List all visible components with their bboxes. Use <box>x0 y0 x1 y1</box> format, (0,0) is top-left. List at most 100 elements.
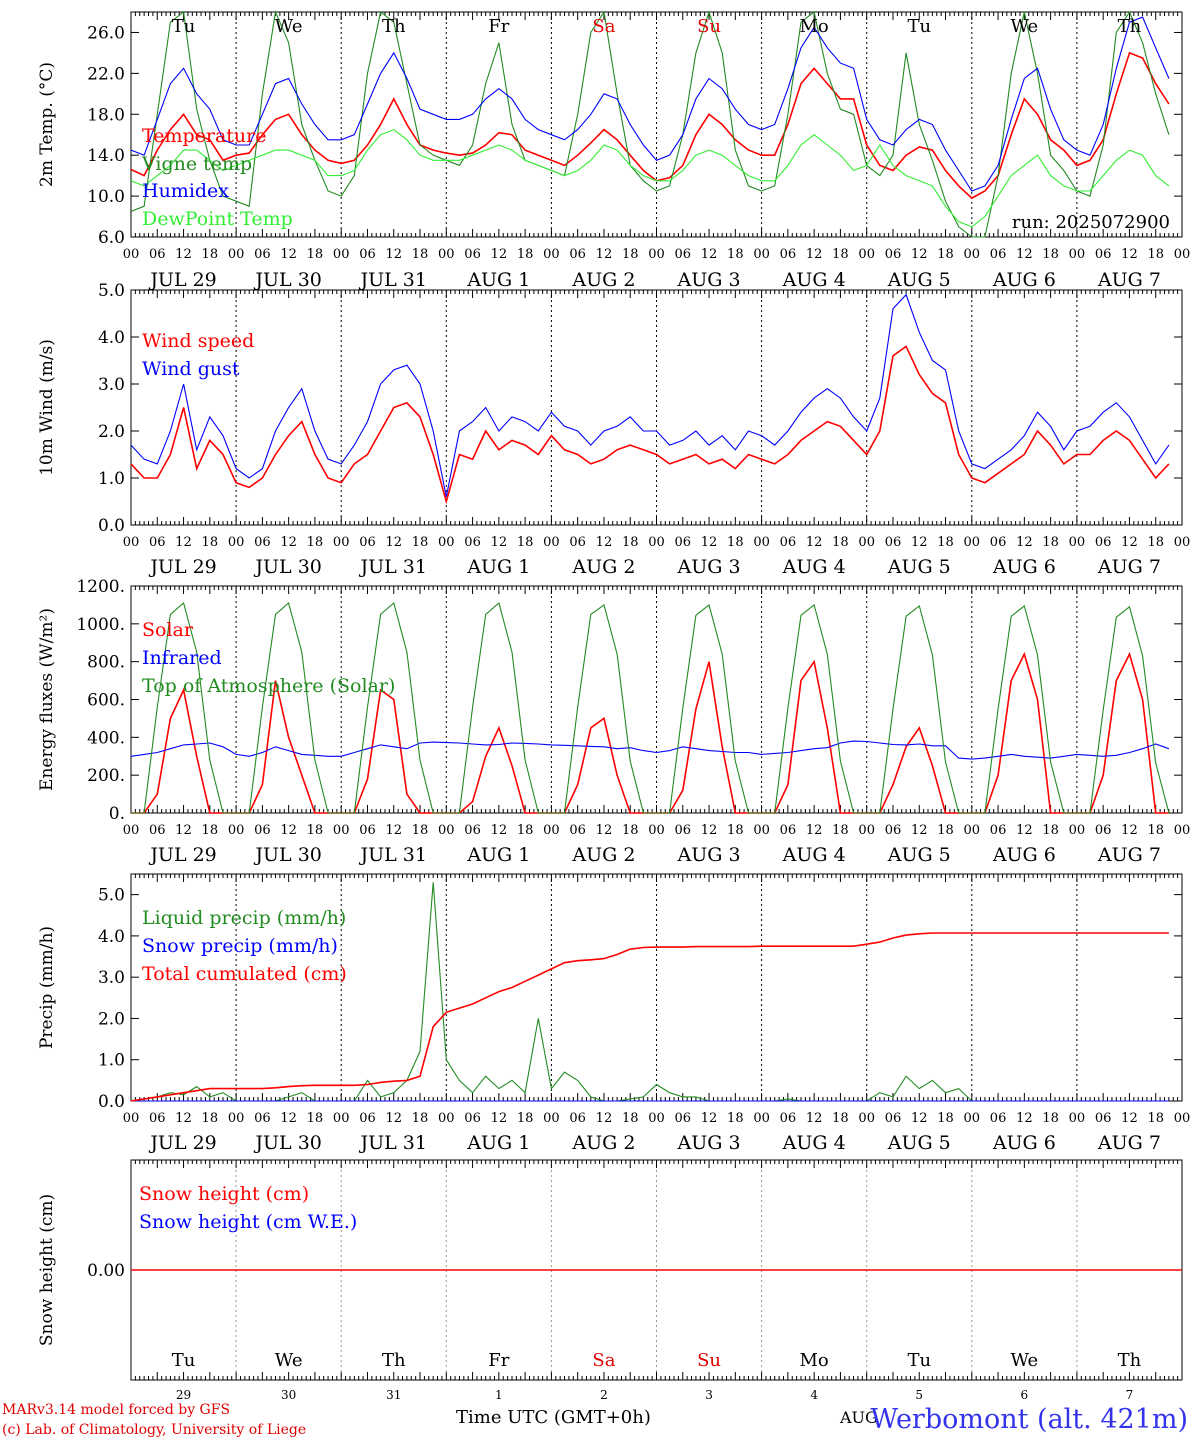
date-label: AUG 7 <box>1097 269 1161 291</box>
hour-tick-label: 00 <box>333 247 350 262</box>
series-line-temperature <box>130 51 1170 200</box>
hour-tick-label: 00 <box>753 247 770 262</box>
hour-tick-label: 18 <box>1147 535 1164 550</box>
weekday-label: Th <box>382 16 406 37</box>
date-label: AUG 4 <box>782 556 846 578</box>
hour-tick-label: 18 <box>937 1111 954 1126</box>
hour-tick-label: 06 <box>990 823 1007 838</box>
hour-tick-label: 00 <box>228 535 245 550</box>
hour-tick-label: 06 <box>149 535 166 550</box>
legend-entry: Snow height (cm) <box>139 1183 309 1205</box>
hour-tick-label: 18 <box>412 823 429 838</box>
hour-tick-label: 18 <box>202 247 219 262</box>
hour-tick-label: 18 <box>202 1111 219 1126</box>
legend-entry: Top of Atmosphere (Solar) <box>142 675 395 697</box>
y-tick-label: 0. <box>109 804 125 824</box>
hour-tick-label: 18 <box>517 823 534 838</box>
date-label: AUG 2 <box>571 269 635 291</box>
y-axis-label: Snow height (cm) <box>37 1194 57 1346</box>
hour-tick-label: 18 <box>622 535 639 550</box>
hour-tick-label: 06 <box>1095 1111 1112 1126</box>
hour-tick-label: 06 <box>359 535 376 550</box>
hour-tick-label: 18 <box>412 1111 429 1126</box>
hour-tick-label: 00 <box>1174 247 1191 262</box>
hour-tick-label: 06 <box>149 1111 166 1126</box>
hour-tick-label: 00 <box>858 535 875 550</box>
date-label: JUL 31 <box>359 556 427 578</box>
date-label: AUG 7 <box>1097 556 1161 578</box>
hour-tick-label: 12 <box>806 823 823 838</box>
hour-tick-label: 12 <box>1121 1111 1138 1126</box>
hour-tick-label: 12 <box>596 535 613 550</box>
weekday-label: Sa <box>592 16 615 37</box>
series-line-wind-speed <box>130 345 1170 505</box>
date-label: JUL 30 <box>253 844 321 866</box>
y-tick-label: 3.0 <box>98 375 125 395</box>
hour-tick-label: 00 <box>543 823 560 838</box>
date-label: AUG 7 <box>1097 1132 1161 1154</box>
weekday-label: We <box>275 1350 303 1371</box>
hour-tick-label: 12 <box>491 247 508 262</box>
hour-tick-label: 06 <box>990 535 1007 550</box>
legend-entry: Temperature <box>142 125 266 147</box>
day-number-label: 3 <box>705 1388 713 1402</box>
hour-tick-label: 00 <box>123 535 140 550</box>
y-tick-label: 10.0 <box>87 187 125 207</box>
hour-tick-label: 12 <box>911 1111 928 1126</box>
hour-tick-label: 00 <box>333 823 350 838</box>
legend-entry: Snow precip (mm/h) <box>142 935 338 957</box>
hour-tick-label: 06 <box>885 535 902 550</box>
hour-tick-label: 00 <box>1069 247 1086 262</box>
weekday-label: Fr <box>488 1350 509 1371</box>
hour-tick-label: 06 <box>675 823 692 838</box>
hour-tick-label: 06 <box>780 823 797 838</box>
hour-tick-label: 00 <box>753 1111 770 1126</box>
hour-tick-label: 12 <box>385 247 402 262</box>
hour-tick-label: 00 <box>333 535 350 550</box>
y-tick-label: 26.0 <box>87 23 125 43</box>
date-label: AUG 1 <box>466 1132 530 1154</box>
legend-entry: Total cumulated (cm) <box>142 963 347 985</box>
hour-tick-label: 00 <box>543 535 560 550</box>
y-axis-label: 2m Temp. (°C) <box>37 62 57 187</box>
y-tick-label: 400. <box>87 728 125 748</box>
date-label: JUL 29 <box>148 844 216 866</box>
hour-tick-label: 12 <box>280 823 297 838</box>
hour-tick-label: 12 <box>280 1111 297 1126</box>
hour-tick-label: 18 <box>727 1111 744 1126</box>
hour-tick-label: 18 <box>1147 247 1164 262</box>
y-tick-label: 2.0 <box>98 1009 125 1029</box>
run-label: run: 2025072900 <box>1012 212 1170 233</box>
hour-tick-label: 06 <box>569 247 586 262</box>
y-tick-label: 14.0 <box>87 146 125 166</box>
hour-tick-label: 06 <box>569 1111 586 1126</box>
y-tick-label: 5.0 <box>98 886 125 906</box>
hour-tick-label: 12 <box>596 247 613 262</box>
y-tick-label: 1000. <box>76 615 125 635</box>
hour-tick-label: 12 <box>385 1111 402 1126</box>
series-line-vigne-temp <box>130 10 1170 238</box>
hour-tick-label: 00 <box>1069 823 1086 838</box>
day-number-label: 2 <box>600 1388 608 1402</box>
hour-tick-label: 18 <box>622 823 639 838</box>
hour-tick-label: 18 <box>832 247 849 262</box>
weekday-label: Su <box>697 1350 721 1371</box>
legend-entry: DewPoint Temp <box>142 208 293 230</box>
hour-tick-label: 12 <box>701 1111 718 1126</box>
hour-tick-label: 18 <box>1042 823 1059 838</box>
date-label: JUL 29 <box>148 1132 216 1154</box>
series-line-total-cumulated-cm- <box>130 932 1169 1102</box>
weekday-label: Tu <box>907 16 931 37</box>
y-tick-label: 0.0 <box>98 1092 125 1112</box>
series-line-wind-gust <box>130 293 1170 497</box>
footer: MARv3.14 model forced by GFS (c) Lab. of… <box>2 1402 1188 1438</box>
weekday-label: Mo <box>800 1350 829 1371</box>
hour-tick-label: 18 <box>832 823 849 838</box>
hour-tick-label: 18 <box>307 823 324 838</box>
hour-tick-label: 00 <box>753 535 770 550</box>
hour-tick-label: 18 <box>622 247 639 262</box>
hour-tick-label: 06 <box>675 247 692 262</box>
legend-entry: Liquid precip (mm/h) <box>142 907 346 929</box>
date-label: AUG 5 <box>887 269 951 291</box>
hour-tick-label: 06 <box>990 247 1007 262</box>
